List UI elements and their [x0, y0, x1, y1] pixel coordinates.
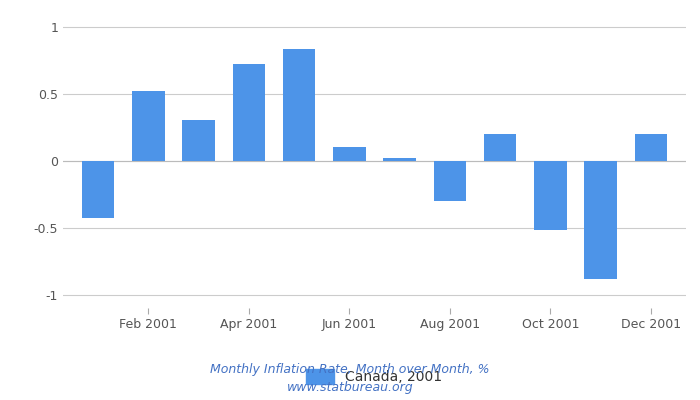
- Bar: [232, 64, 265, 161]
- Text: Monthly Inflation Rate, Month over Month, %: Monthly Inflation Rate, Month over Month…: [210, 364, 490, 376]
- Bar: [634, 134, 667, 161]
- Bar: [484, 134, 517, 161]
- Bar: [182, 120, 215, 161]
- Bar: [584, 161, 617, 278]
- Bar: [283, 50, 316, 161]
- Text: www.statbureau.org: www.statbureau.org: [287, 382, 413, 394]
- Bar: [82, 161, 115, 218]
- Legend: Canada, 2001: Canada, 2001: [301, 364, 448, 390]
- Bar: [433, 161, 466, 201]
- Bar: [384, 158, 416, 161]
- Bar: [534, 161, 567, 230]
- Bar: [132, 91, 164, 161]
- Bar: [333, 147, 365, 161]
